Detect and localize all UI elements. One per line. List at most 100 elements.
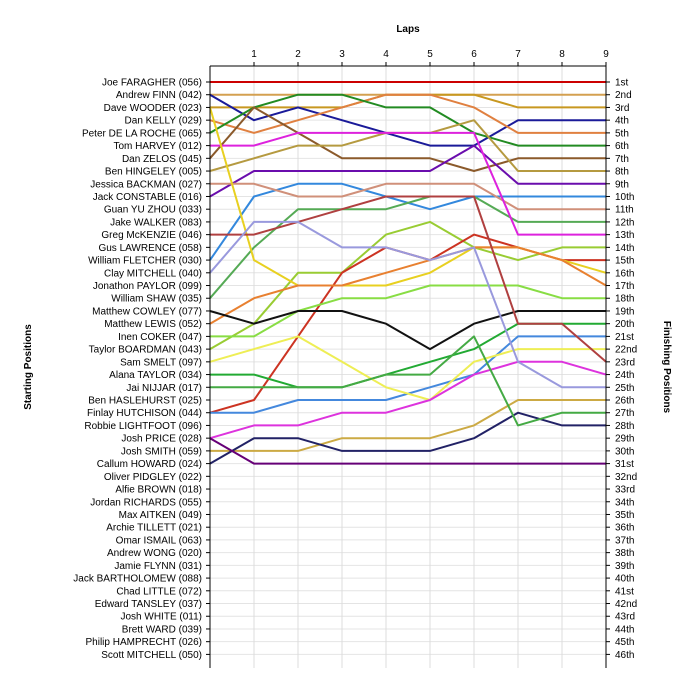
finishing-position-label: 43rd [615,612,635,623]
starting-position-label: Ben HINGELEY (005) [105,167,202,178]
finishing-position-label: 42nd [615,599,637,610]
starting-position-label: Edward TANSLEY (037) [95,599,202,610]
x-axis-title: Laps [396,24,420,35]
starting-position-label: Ben HASLEHURST (025) [88,396,202,407]
series-line-6 [209,93,606,147]
finishing-position-label: 30th [615,446,634,457]
starting-position-label: Jack BARTHOLOMEW (088) [73,574,202,585]
starting-position-label: Gus LAWRENCE (058) [98,243,202,254]
series-line-28 [210,335,606,427]
starting-position-label: Matthew LEWIS (052) [104,319,202,330]
series-line-3 [210,93,606,109]
lap-tick-label: 8 [559,49,565,60]
finishing-position-label: 22nd [615,345,637,356]
lap-tick-label: 5 [427,49,433,60]
starting-position-label: Alana TAYLOR (034) [109,370,202,381]
starting-position-label: Andrew FINN (042) [116,90,202,101]
left-axis-title: Starting Positions [23,324,34,410]
series-line-26 [210,399,606,452]
finishing-position-label: 2nd [615,90,632,101]
series-line-19 [209,310,606,351]
starting-position-label: Oliver PIDGLEY (022) [104,472,202,483]
starting-position-label: Peter DE LA ROCHE (065) [82,128,202,139]
finishing-position-label: 31st [615,459,634,470]
starting-position-label: Finlay HUTCHISON (044) [87,408,202,419]
finishing-position-label: 9th [615,179,629,190]
series-line-9 [209,144,606,198]
finishing-position-label: 23rd [615,357,635,368]
series-line-29 [209,437,606,465]
series-line-22 [209,335,606,401]
finishing-position-label: 20th [615,319,634,330]
finishing-position-label: 15th [615,256,634,267]
starting-position-label: Jonathon PAYLOR (099) [93,281,202,292]
finishing-position-label: 36th [615,523,634,534]
finishing-position-label: 17th [615,281,634,292]
starting-position-label: Andrew WONG (020) [107,548,202,559]
lap-tick-label: 3 [339,49,345,60]
series-line-18 [210,284,606,338]
starting-position-label: Clay MITCHELL (040) [104,268,202,279]
starting-position-label: Jessica BACKMAN (027) [90,179,202,190]
starting-position-label: Dan KELLY (029) [125,116,202,127]
finishing-position-label: 32nd [615,472,637,483]
starting-position-label: Callum HOWARD (024) [97,459,202,470]
starting-position-label: Jack CONSTABLE (016) [93,192,202,203]
finishing-position-label: 39th [615,561,634,572]
starting-position-label: Greg McKENZIE (046) [101,230,202,241]
series-line-11 [210,182,606,211]
finishing-position-label: 5th [615,128,629,139]
finishing-position-label: 44th [615,624,634,635]
starting-position-label: Inen COKER (047) [118,332,202,343]
finishing-position-label: 29th [615,434,634,445]
lap-tick-label: 9 [603,49,609,60]
finishing-position-label: 14th [615,243,634,254]
finishing-position-label: 40th [615,574,634,585]
finishing-position-label: 35th [615,510,634,521]
finishing-position-label: 37th [615,535,634,546]
finishing-position-label: 26th [615,396,634,407]
finishing-position-label: 24th [615,370,634,381]
right-axis-title: Finishing Positions [661,321,672,414]
starting-position-label: Josh WHITE (011) [121,612,203,623]
lap-tick-label: 4 [383,49,389,60]
series-line-23 [210,195,607,363]
starting-position-label: Dave WOODER (023) [104,103,202,114]
series-line-13 [210,131,606,236]
starting-position-label: William FLETCHER (030) [88,256,202,267]
lap-tick-label: 6 [471,49,477,60]
finishing-position-label: 8th [615,167,629,178]
finishing-position-label: 27th [615,408,634,419]
finishing-position-label: 34th [615,497,634,508]
finishing-position-label: 28th [615,421,634,432]
starting-position-label: Scott MITCHELL (050) [101,650,202,661]
finishing-position-label: 41st [615,586,634,597]
series-layer [209,81,607,465]
series-line-25 [209,220,606,389]
series-line-7 [209,106,606,172]
finishing-position-label: 1st [615,78,629,89]
starting-position-label: Jai NIJJAR (017) [126,383,202,394]
starting-position-label: Dan ZELOS (045) [122,154,202,165]
starting-position-label: Tom HARVEY (012) [113,141,202,152]
finishing-position-label: 7th [615,154,629,165]
starting-position-label: Robbie LIGHTFOOT (096) [84,421,202,432]
finishing-position-label: 11th [615,205,634,216]
finishing-position-label: 13th [615,230,634,241]
starting-position-label: William SHAW (035) [111,294,202,305]
series-line-5 [209,93,606,134]
starting-position-label: Omar ISMAIL (063) [116,535,202,546]
starting-position-label: Guan YU ZHOU (033) [104,205,202,216]
finishing-position-label: 6th [615,141,629,152]
finishing-position-label: 10th [615,192,634,203]
starting-position-label: Archie TILLETT (021) [106,523,202,534]
starting-position-label: Max AITKEN (049) [119,510,202,521]
finishing-position-label: 46th [615,650,634,661]
label-layer: 1 2 3 4 5 6 7 8 9 Joe FARAGHER (056)Andrew FINN (… [23,24,672,661]
starting-position-label: Brett WARD (039) [122,624,202,635]
starting-position-label: Chad LITTLE (072) [116,586,202,597]
starting-position-label: Jordan RICHARDS (055) [90,497,202,508]
starting-position-label: Matthew COWLEY (077) [92,306,202,317]
